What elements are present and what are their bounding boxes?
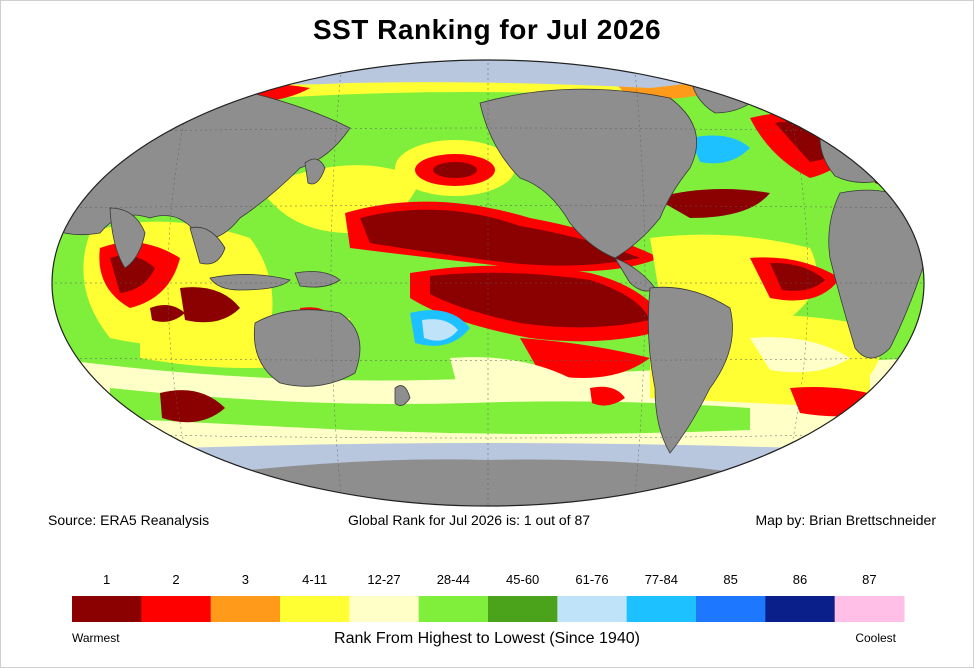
- legend-swatch: [696, 596, 766, 622]
- legend-swatch: [141, 596, 212, 622]
- legend-class-label: 28-44: [437, 572, 470, 587]
- legend-swatch: [488, 596, 558, 622]
- legend-class-label: 4-11: [302, 572, 327, 587]
- rank-legend: 1 2 3 4-11 12-27 28-44 45-60 61-76 77-84 85 86 87: [72, 572, 905, 622]
- legend-class-label: 85: [723, 572, 737, 587]
- legend-class-label: 3: [242, 572, 249, 587]
- legend-swatch: [72, 596, 142, 622]
- legend-title: Rank From Highest to Lowest (Since 1940): [334, 630, 640, 647]
- legend-class-label: 2: [172, 572, 179, 587]
- legend-class-label: 12-27: [367, 572, 400, 587]
- graticule: [52, 60, 924, 506]
- australia-landmass: [253, 309, 361, 387]
- legend-coolest-label: Coolest: [855, 631, 896, 645]
- source-note: Source: ERA5 Reanalysis: [48, 512, 210, 528]
- legend-swatch: [280, 596, 350, 622]
- map-credit: Map by: Brian Brettschneider: [755, 512, 936, 528]
- legend-swatch: [210, 596, 281, 622]
- globe-outline: [51, 59, 925, 507]
- world-map: [51, 59, 925, 507]
- japan-landmass: [304, 158, 326, 185]
- legend-class-label: 61-76: [575, 572, 608, 587]
- legend-swatch: [349, 596, 420, 622]
- legend-swatch: [557, 596, 628, 622]
- legend-class-label: 87: [862, 572, 876, 587]
- legend-swatch: [418, 596, 489, 622]
- legend-class-label: 45-60: [506, 572, 539, 587]
- india-landmass: [109, 207, 146, 269]
- global-rank-note: Global Rank for Jul 2026 is: 1 out of 87: [348, 512, 591, 528]
- legend-warmest-label: Warmest: [72, 631, 120, 645]
- legend-swatch: [834, 596, 905, 622]
- legend-class-label: 86: [793, 572, 807, 587]
- legend-class-label: 1: [103, 572, 110, 587]
- north-america-landmass: [479, 88, 697, 259]
- legend-swatch: [626, 596, 697, 622]
- legend-class-label: 77-84: [645, 572, 678, 587]
- map-title: SST Ranking for Jul 2026: [312, 14, 662, 45]
- legend-swatch: [765, 596, 836, 622]
- south-america-landmass: [647, 286, 733, 454]
